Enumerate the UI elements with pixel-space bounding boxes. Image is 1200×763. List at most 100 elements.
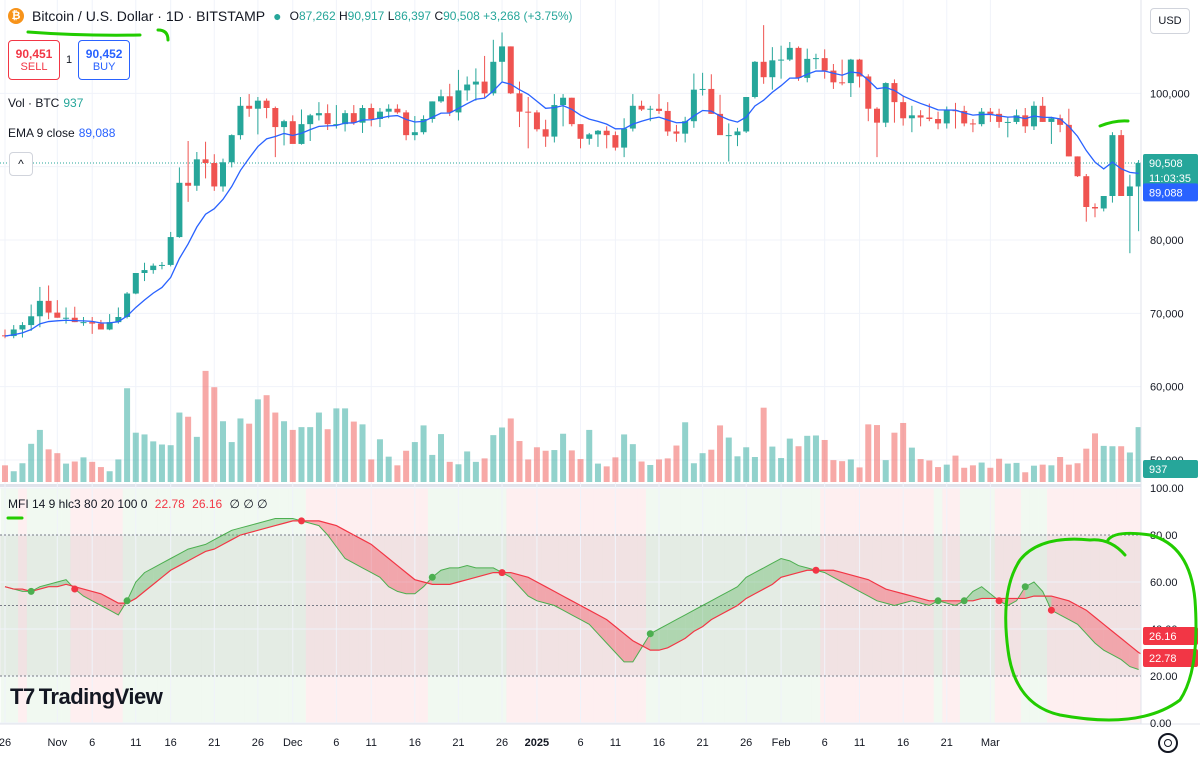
volume-bar — [516, 441, 523, 482]
mfi-fill-segment — [1007, 598, 1017, 606]
mfi-fill-segment — [615, 626, 625, 662]
price-axis-tick: 100,000 — [1150, 88, 1190, 100]
candle-body — [795, 47, 802, 78]
mfi-fill-segment — [720, 591, 729, 615]
mfi-zone-column — [1047, 488, 1056, 723]
mfi-cross-down-marker — [995, 597, 1003, 605]
candle-body — [263, 100, 270, 108]
candle-body — [865, 76, 872, 109]
candle-body — [394, 108, 401, 113]
spread-value: 1 — [66, 54, 73, 66]
bitcoin-logo-icon: ₿ — [8, 8, 24, 24]
mfi-zone-column — [70, 488, 80, 723]
time-axis-tick: 26 — [252, 737, 264, 749]
currency-selector[interactable]: USD — [1150, 8, 1190, 34]
time-axis-tick: 6 — [822, 737, 828, 749]
mfi-zone-column — [401, 488, 411, 723]
volume-tag — [1143, 460, 1198, 478]
volume-bar — [900, 422, 907, 482]
price-axis-tick: 70,000 — [1150, 308, 1184, 320]
candle-body — [961, 110, 968, 124]
symbol-title[interactable]: Bitcoin / U.S. Dollar · 1D · BITSTAMP — [32, 8, 266, 24]
candle-body — [978, 111, 985, 125]
mfi-value-tag-text: 22.78 — [1149, 653, 1177, 665]
volume-bar — [987, 467, 994, 482]
mfi-fill-segment — [580, 605, 590, 625]
volume-bar — [28, 443, 35, 482]
volume-bar — [656, 459, 662, 482]
volume-bar — [368, 459, 375, 482]
time-axis-tick: Feb — [772, 737, 791, 749]
mfi-zone-column — [175, 488, 184, 723]
volume-bar — [438, 434, 444, 482]
mfi-zone-column — [811, 488, 821, 723]
mfi-cross-up-marker — [934, 597, 942, 605]
volume-bar — [1057, 457, 1064, 482]
settings-gear-icon[interactable] — [1158, 733, 1178, 753]
mfi-zone-column — [515, 488, 524, 723]
mfi-zone-column — [994, 488, 1004, 723]
candle-body — [908, 115, 915, 119]
chevron-up-icon[interactable]: ^ — [9, 152, 33, 176]
volume-bar — [647, 464, 654, 482]
mfi-fill-segment — [894, 591, 904, 606]
candle-body — [403, 112, 410, 136]
candle-body — [211, 163, 218, 187]
volume-bar — [376, 439, 383, 482]
mfi-legend[interactable]: MFI 14 9 hlc3 80 20 100 0 22.78 26.16 ∅ … — [8, 497, 268, 511]
volume-bar — [106, 471, 113, 482]
candle-body — [176, 182, 183, 238]
candle-body — [725, 135, 732, 137]
mfi-axis-tick: 60.00 — [1150, 577, 1178, 589]
candle-body — [429, 101, 436, 119]
candle-body — [315, 113, 322, 116]
volume-bar — [1004, 463, 1011, 482]
volume-bar — [350, 421, 357, 482]
mfi-fill-segment — [449, 567, 459, 585]
candle-body — [560, 97, 567, 106]
volume-bar — [246, 423, 253, 482]
candle-body — [647, 108, 654, 110]
candle-body — [1109, 135, 1116, 196]
mfi-fill-segment — [510, 572, 520, 587]
mfi-fill-segment — [676, 614, 686, 644]
mfi-fill-segment — [1112, 631, 1122, 660]
volume-legend[interactable]: Vol · BTC 937 — [8, 96, 84, 110]
mfi-fill-segment — [1095, 617, 1104, 651]
mfi-fill-segment — [545, 586, 555, 606]
volume-bar — [891, 432, 898, 482]
buy-button[interactable]: 90,452 BUY — [78, 40, 131, 80]
mfi-fill-segment — [484, 567, 494, 575]
chart-header: ₿ Bitcoin / U.S. Dollar · 1D · BITSTAMP … — [8, 8, 573, 24]
last-price-tag-text: 90,508 — [1149, 158, 1183, 170]
mfi-fill-segment — [981, 586, 991, 599]
mfi-cross-down-marker — [812, 566, 820, 574]
ema-legend[interactable]: EMA 9 close 89,088 — [8, 126, 116, 140]
candle-body — [132, 273, 139, 294]
price-axis-tick: 60,000 — [1150, 382, 1184, 394]
mfi-fill-segment — [685, 610, 694, 639]
volume-bar — [80, 457, 87, 482]
candle-body — [586, 134, 593, 139]
sell-button[interactable]: 90,451 SELL — [8, 40, 60, 80]
volume-bar — [621, 434, 628, 482]
ema-price-tag — [1143, 183, 1198, 202]
mfi-fill-segment — [528, 577, 537, 601]
volume-bar — [150, 441, 157, 482]
mfi-fill-segment — [536, 582, 546, 604]
volume-bar — [1083, 448, 1090, 482]
time-axis-tick: 26 — [0, 737, 11, 749]
volume-bar — [499, 427, 506, 482]
candle-body — [917, 115, 924, 118]
volume-bar — [804, 435, 811, 482]
mfi-zone-column — [18, 488, 27, 723]
candle-body — [699, 88, 706, 90]
volume-bar — [193, 436, 200, 482]
mfi-axis-tick: 0.00 — [1150, 718, 1171, 730]
volume-bar — [751, 457, 758, 482]
time-axis-tick: 16 — [409, 737, 421, 749]
volume-bar — [254, 399, 261, 482]
mfi-zone-column — [375, 488, 385, 723]
candle-body — [333, 124, 340, 126]
